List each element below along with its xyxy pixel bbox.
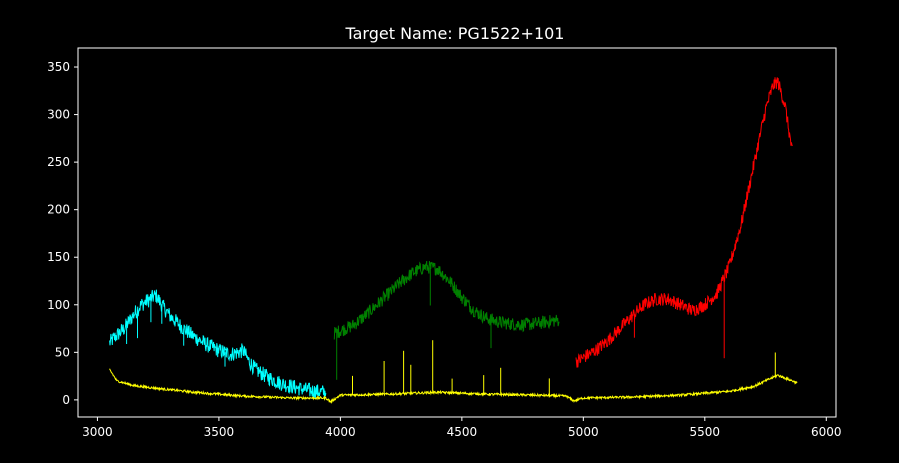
x-tick-label-3: 4500	[447, 425, 478, 439]
y-tick-label-0: 0	[62, 393, 70, 407]
y-tick-label-2: 100	[47, 298, 70, 312]
x-tick-label-4: 5000	[568, 425, 599, 439]
x-tick-label-5: 5500	[690, 425, 721, 439]
x-tick-label-1: 3500	[204, 425, 235, 439]
x-tick-label-6: 6000	[811, 425, 842, 439]
x-axis: 3000 3500 4000 4500 5000 5500 6000	[82, 417, 842, 439]
y-tick-label-3: 150	[47, 250, 70, 264]
axes-frame	[77, 47, 837, 418]
series-line-2	[575, 77, 793, 368]
series-layer	[109, 77, 798, 404]
series-line-1	[333, 260, 560, 340]
y-tick-label-7: 350	[47, 60, 70, 74]
series-line-0	[109, 289, 327, 400]
y-tick-label-5: 250	[47, 155, 70, 169]
x-tick-label-2: 4000	[325, 425, 356, 439]
y-tick-label-4: 200	[47, 203, 70, 217]
y-tick-label-1: 50	[55, 345, 70, 359]
y-tick-label-6: 300	[47, 108, 70, 122]
y-axis: 0 50 100 150 200 250 300 350	[47, 60, 78, 407]
chart-title: Target Name: PG1522+101	[345, 24, 565, 43]
x-tick-label-0: 3000	[82, 425, 113, 439]
plot-area: 3000 3500 4000 4500 5000 5500 6000 0 50 100 150 20…	[47, 47, 842, 439]
series-line-3	[109, 368, 798, 404]
